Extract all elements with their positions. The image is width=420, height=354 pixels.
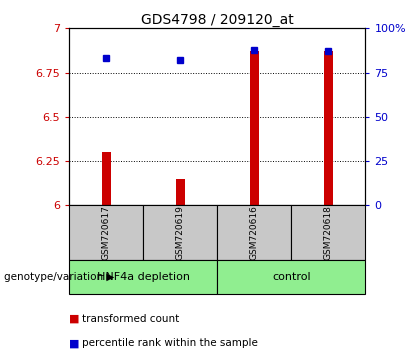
Text: ■: ■ [69, 338, 80, 348]
Bar [323, 51, 333, 205]
Text: control: control [272, 272, 311, 282]
Text: genotype/variation ▶: genotype/variation ▶ [4, 272, 115, 282]
Text: percentile rank within the sample: percentile rank within the sample [82, 338, 258, 348]
Text: GSM720616: GSM720616 [250, 205, 259, 260]
Text: ■: ■ [69, 314, 80, 324]
Text: HNF4a depletion: HNF4a depletion [97, 272, 190, 282]
Text: transformed count: transformed count [82, 314, 179, 324]
Bar [176, 179, 185, 205]
Bar [249, 51, 259, 205]
Text: GSM720618: GSM720618 [324, 205, 333, 260]
Text: GSM720617: GSM720617 [102, 205, 111, 260]
Bar [102, 152, 111, 205]
Title: GDS4798 / 209120_at: GDS4798 / 209120_at [141, 13, 294, 27]
Text: GSM720619: GSM720619 [176, 205, 185, 260]
